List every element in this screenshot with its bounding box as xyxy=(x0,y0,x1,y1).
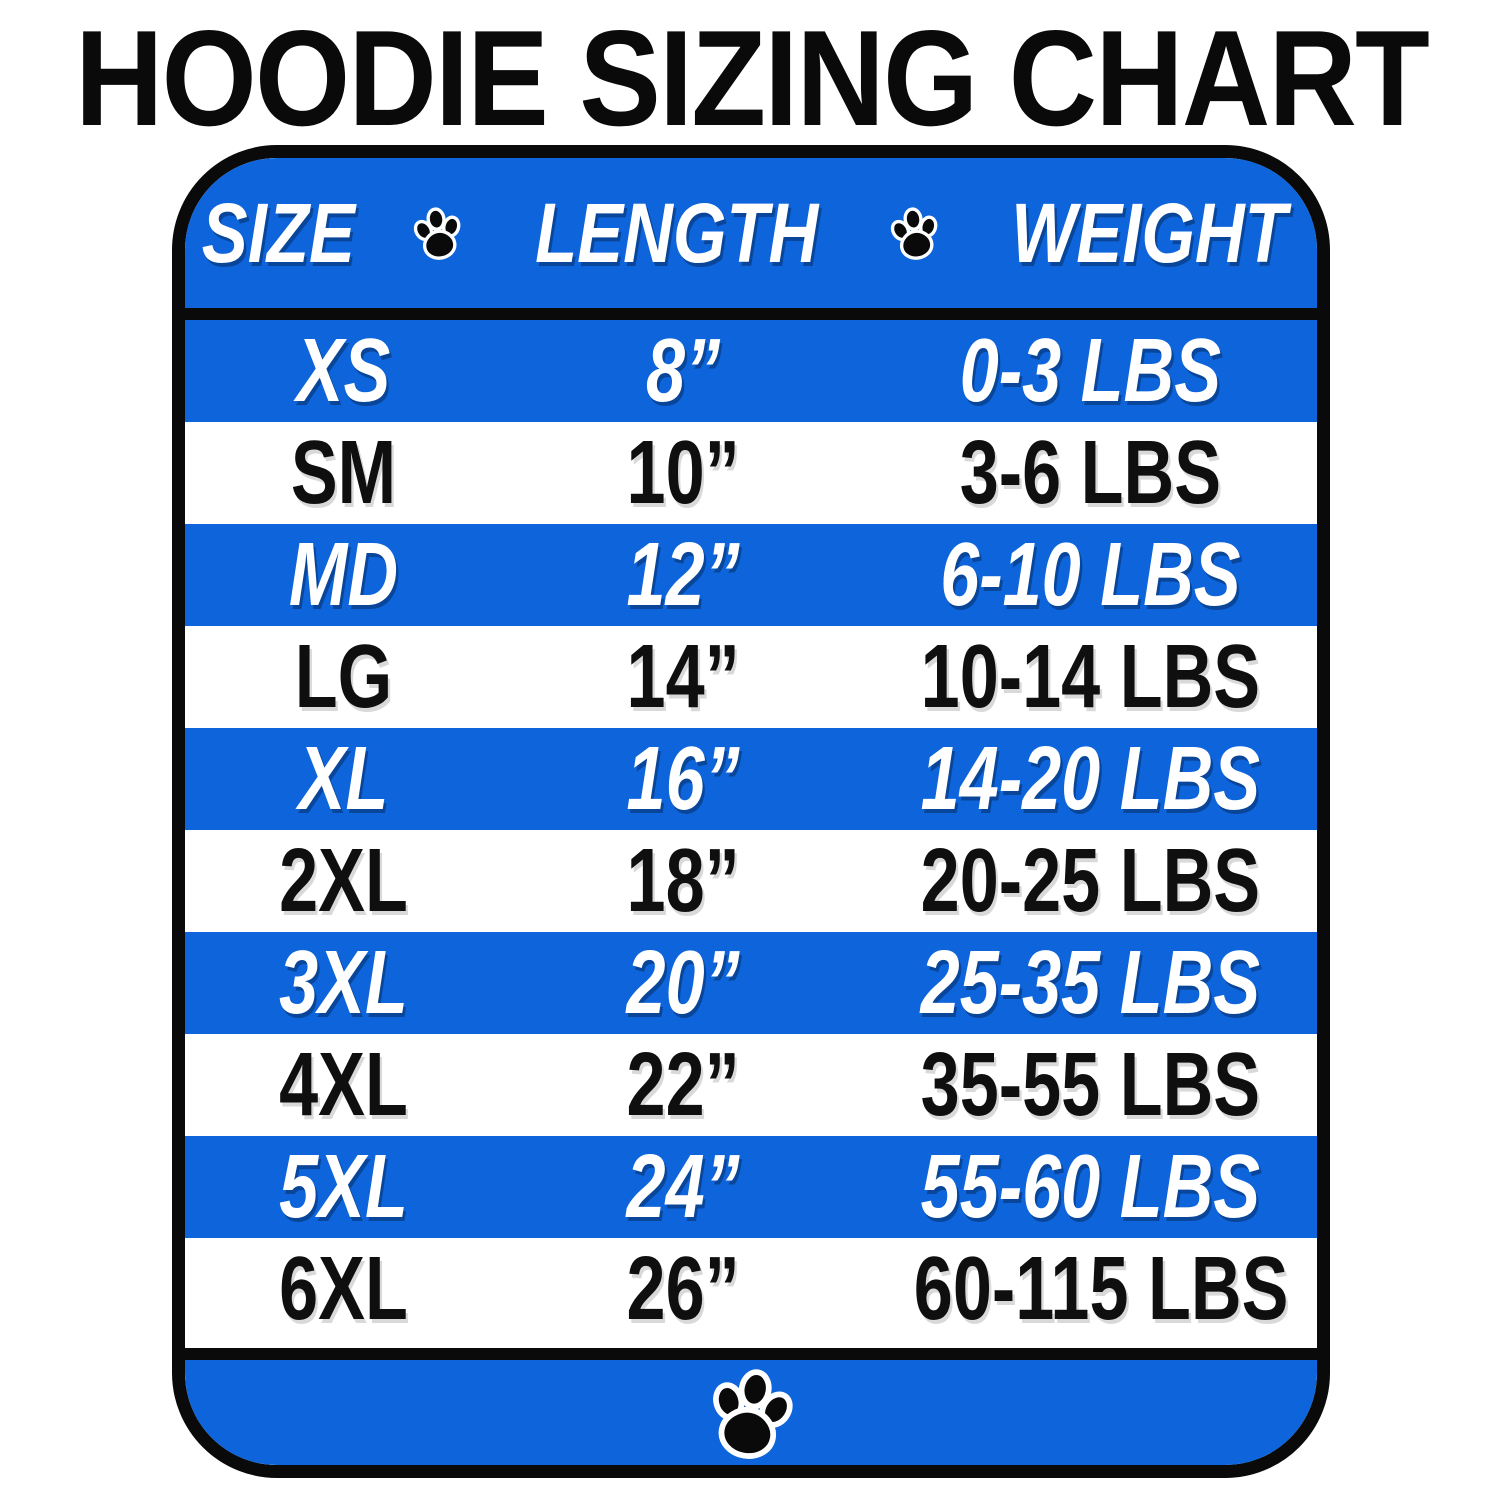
table-row-5xl: 5XL 24” 55-60 LBS xyxy=(185,1136,1317,1238)
size-cell: 2XL xyxy=(279,831,408,931)
weight-cell: 20-25 LBS xyxy=(920,831,1261,931)
paw-icon xyxy=(883,200,947,265)
table-row-lg: LG 14” 10-14 LBS xyxy=(185,626,1317,728)
table-header-row: SIZE LENGTH WEIGHT xyxy=(185,158,1317,320)
table-row-sm: SM 10” 3-6 LBS xyxy=(185,422,1317,524)
length-cell: 14” xyxy=(626,627,740,727)
length-cell: 18” xyxy=(626,831,740,931)
length-cell: 16” xyxy=(626,729,740,829)
paw-icon xyxy=(406,200,470,265)
table-row-xs: XS 8” 0-3 LBS xyxy=(185,320,1317,422)
table-row-6xl: 6XL 26” 60-115 LBS xyxy=(185,1238,1317,1340)
length-cell: 20” xyxy=(626,933,740,1033)
length-cell: 26” xyxy=(626,1239,740,1339)
card-footer xyxy=(185,1347,1317,1469)
weight-cell: 60-115 LBS xyxy=(913,1239,1289,1339)
weight-cell: 0-3 LBS xyxy=(959,321,1222,421)
paw-icon xyxy=(695,1358,806,1469)
size-cell: 5XL xyxy=(279,1137,408,1237)
table-row-md: MD 12” 6-10 LBS xyxy=(185,524,1317,626)
size-cell: 4XL xyxy=(279,1035,408,1135)
size-cell: SM xyxy=(290,423,397,523)
weight-cell: 25-35 LBS xyxy=(920,933,1261,1033)
table-row-4xl: 4XL 22” 35-55 LBS xyxy=(185,1034,1317,1136)
size-cell: MD xyxy=(288,525,399,625)
size-cell: XL xyxy=(298,729,389,829)
weight-cell: 35-55 LBS xyxy=(920,1035,1261,1135)
size-column-header: SIZE xyxy=(201,186,355,280)
length-cell: 8” xyxy=(645,321,721,421)
weight-cell: 14-20 LBS xyxy=(920,729,1261,829)
sizing-card: SIZE LENGTH WEIGHT XS 8” 0-3 LBS SM 10” … xyxy=(172,145,1330,1478)
size-cell: 6XL xyxy=(279,1239,408,1339)
table-row-2xl: 2XL 18” 20-25 LBS xyxy=(185,830,1317,932)
weight-column-header: WEIGHT xyxy=(1011,186,1287,280)
weight-cell: 55-60 LBS xyxy=(920,1137,1261,1237)
page-title: HOODIE SIZING CHART xyxy=(75,2,1430,154)
length-cell: 10” xyxy=(626,423,740,523)
table-row-3xl: 3XL 20” 25-35 LBS xyxy=(185,932,1317,1034)
weight-cell: 3-6 LBS xyxy=(959,423,1222,523)
size-cell: LG xyxy=(294,627,393,727)
weight-cell: 6-10 LBS xyxy=(940,525,1241,625)
length-cell: 12” xyxy=(626,525,740,625)
length-cell: 22” xyxy=(626,1035,740,1135)
table-body: XS 8” 0-3 LBS SM 10” 3-6 LBS MD 12” 6-10… xyxy=(185,320,1317,1348)
size-cell: 3XL xyxy=(279,933,408,1033)
weight-cell: 10-14 LBS xyxy=(920,627,1261,727)
size-cell: XS xyxy=(296,321,391,421)
table-row-xl: XL 16” 14-20 LBS xyxy=(185,728,1317,830)
length-column-header: LENGTH xyxy=(534,186,818,280)
length-cell: 24” xyxy=(626,1137,740,1237)
